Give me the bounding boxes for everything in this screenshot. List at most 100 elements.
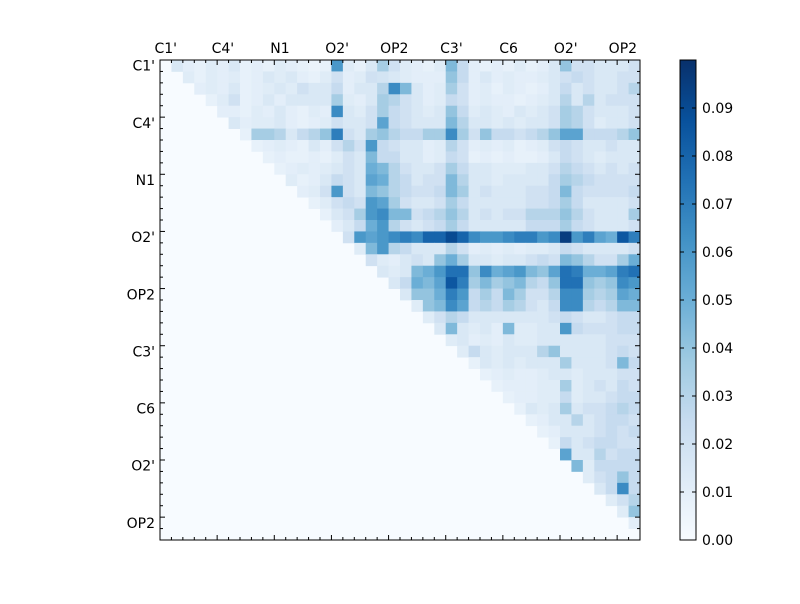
heatmap-cell [571, 60, 584, 72]
heatmap-cell [434, 208, 447, 221]
heatmap-cell [445, 94, 458, 107]
heatmap-cell [594, 425, 607, 438]
heatmap-cell [617, 185, 629, 198]
heatmap-cell [514, 345, 527, 358]
heatmap-cell [342, 220, 355, 232]
heatmap-cell [297, 174, 309, 187]
heatmap-cell [514, 94, 527, 107]
heatmap-cell [434, 71, 447, 84]
heatmap-cell [400, 265, 412, 278]
heatmap-cell [525, 277, 538, 289]
heatmap-cell [468, 71, 481, 84]
heatmap-cell [422, 242, 435, 255]
heatmap-cell [594, 334, 607, 347]
heatmap-cell [548, 162, 561, 175]
heatmap-cell [491, 94, 504, 107]
heatmap-cell [480, 265, 492, 278]
heatmap-cell [502, 231, 515, 244]
heatmap-cell [445, 242, 458, 255]
heatmap-cell [628, 380, 641, 392]
heatmap-cell [502, 128, 515, 141]
heatmap-cell [331, 174, 344, 187]
heatmap-cell [537, 311, 549, 324]
heatmap-cell [628, 231, 641, 244]
heatmap-cell [422, 105, 435, 118]
heatmap-cell [514, 402, 527, 415]
heatmap-cell [457, 82, 469, 95]
heatmap-cell [514, 208, 527, 221]
heatmap-cell [457, 220, 469, 232]
heatmap-cell [560, 185, 572, 198]
x-tick-label: O2' [325, 41, 349, 57]
heatmap-cell [571, 174, 584, 187]
heatmap-cell [480, 208, 492, 221]
heatmap-cell [594, 71, 607, 84]
heatmap-cell [354, 151, 367, 164]
heatmap-cell [445, 197, 458, 209]
heatmap-cell [491, 254, 504, 267]
heatmap-cell [605, 471, 618, 484]
heatmap-cell [262, 140, 275, 152]
heatmap-cell [400, 105, 412, 118]
heatmap-cell [594, 231, 607, 244]
heatmap-cell [502, 162, 515, 175]
heatmap-cell [571, 380, 584, 392]
heatmap-cell [297, 105, 309, 118]
heatmap-cell [571, 437, 584, 449]
heatmap-cell [605, 322, 618, 335]
heatmap-cell [525, 151, 538, 164]
heatmap-cell [457, 151, 469, 164]
heatmap-cell [491, 300, 504, 312]
heatmap-cell [297, 60, 309, 72]
heatmap-cell [582, 94, 595, 107]
heatmap-cell [308, 94, 321, 107]
heatmap-cell [320, 94, 332, 107]
heatmap-cell [548, 345, 561, 358]
heatmap-cell [354, 82, 367, 95]
heatmap-cell [445, 311, 458, 324]
heatmap-cell [297, 94, 309, 107]
heatmap-cell [617, 105, 629, 118]
heatmap-cell [480, 322, 492, 335]
heatmap-cell [502, 322, 515, 335]
heatmap-cell [285, 105, 298, 118]
heatmap-cell [480, 242, 492, 255]
heatmap-cell [274, 105, 287, 118]
heatmap-cell [594, 471, 607, 484]
heatmap-cell [548, 300, 561, 312]
heatmap-cell [560, 300, 572, 312]
heatmap-cell [548, 117, 561, 129]
heatmap-cell [537, 345, 549, 358]
heatmap-cell [537, 322, 549, 335]
heatmap-cell [354, 71, 367, 84]
heatmap-cell [525, 345, 538, 358]
heatmap-cell [491, 208, 504, 221]
heatmap-cell [617, 391, 629, 404]
heatmap-cell [480, 185, 492, 198]
heatmap-cell [628, 140, 641, 152]
heatmap-cell [617, 231, 629, 244]
heatmap-cell [308, 151, 321, 164]
heatmap-cell [525, 128, 538, 141]
heatmap-cell [285, 140, 298, 152]
heatmap-cell [514, 357, 527, 369]
heatmap-cell [411, 242, 424, 255]
heatmap-cell [491, 82, 504, 95]
heatmap-cell [571, 71, 584, 84]
heatmap-cell [560, 60, 572, 72]
heatmap-cell [628, 174, 641, 187]
heatmap-cell [354, 174, 367, 187]
heatmap-cell [491, 231, 504, 244]
heatmap-cell [605, 128, 618, 141]
heatmap-cell [377, 162, 389, 175]
heatmap-cell [434, 254, 447, 267]
heatmap-cell [480, 277, 492, 289]
heatmap-cell [320, 174, 332, 187]
heatmap-cell [434, 242, 447, 255]
heatmap-cell [274, 94, 287, 107]
heatmap-cell [251, 94, 264, 107]
heatmap-cell [537, 208, 549, 221]
heatmap-cell [457, 105, 469, 118]
heatmap-cell [388, 231, 401, 244]
heatmap-cell [468, 265, 481, 278]
